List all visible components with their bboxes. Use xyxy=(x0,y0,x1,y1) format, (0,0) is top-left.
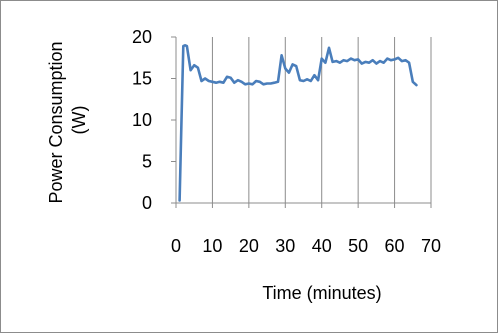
x-tick-label: 70 xyxy=(421,236,441,256)
y-tick-label: 10 xyxy=(132,110,152,130)
y-axis-label-line-1: Power Consumption xyxy=(46,41,66,203)
x-tick-label: 0 xyxy=(171,236,181,256)
y-tick-label: 0 xyxy=(142,193,152,213)
x-tick-label: 60 xyxy=(385,236,405,256)
gridlines xyxy=(211,37,432,203)
x-tick-label: 30 xyxy=(275,236,295,256)
y-tick-label: 20 xyxy=(132,27,152,47)
series-line xyxy=(178,43,418,202)
y-axis-label: Power Consumption (W) xyxy=(46,36,89,203)
x-tick-label: 50 xyxy=(348,236,368,256)
y-tick-labels: 0 5 10 15 20 xyxy=(132,27,176,213)
x-axis-label: Time (minutes) xyxy=(262,283,381,303)
x-tick-label: 40 xyxy=(312,236,332,256)
y-tick-label: 5 xyxy=(142,152,152,172)
series-layer xyxy=(178,43,418,202)
x-tick-label: 10 xyxy=(202,236,222,256)
x-tick-label: 20 xyxy=(239,236,259,256)
y-tick-label: 15 xyxy=(132,69,152,89)
x-tick-labels: 0 10 20 30 40 50 60 70 xyxy=(171,203,441,256)
y-axis-label-line-2: (W) xyxy=(69,106,89,135)
axes xyxy=(175,37,431,204)
